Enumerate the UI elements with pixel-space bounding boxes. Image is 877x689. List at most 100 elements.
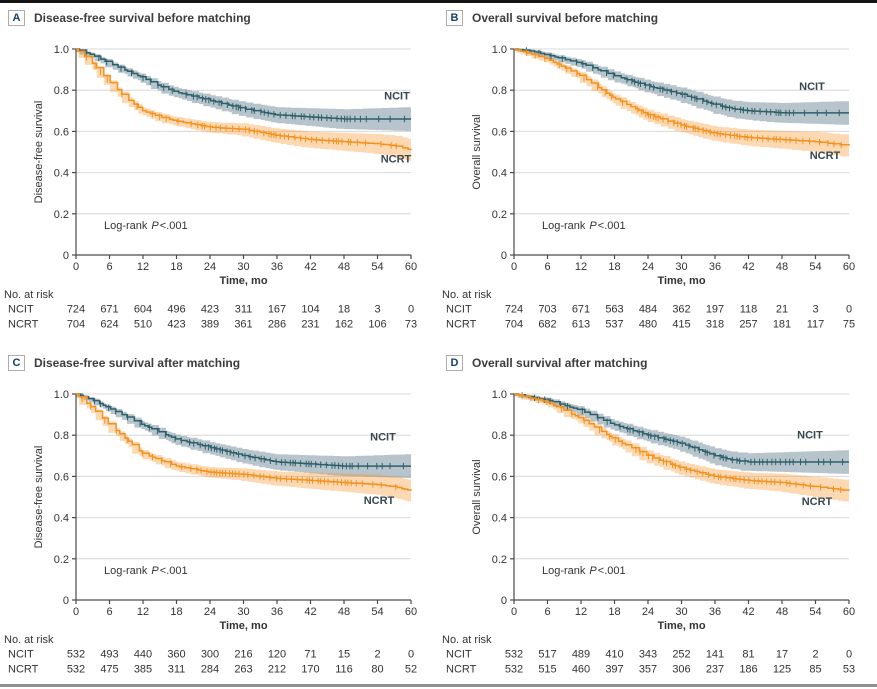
y-tick-label: 0.2 xyxy=(54,554,69,566)
risk-value: 21 xyxy=(776,304,788,316)
risk-row-label: NCRT xyxy=(446,664,477,676)
panel-c: C Disease-free survival after matching 1… xyxy=(0,348,438,684)
risk-table-header: No. at risk xyxy=(4,289,54,301)
risk-value: 532 xyxy=(505,649,523,661)
x-tick-label: 18 xyxy=(170,606,182,618)
x-tick-label: 42 xyxy=(304,606,316,618)
series-label-ncit: NCIT xyxy=(797,429,823,441)
axis-label-y: Disease-free survival xyxy=(33,101,45,204)
logrank-text: Log-rank P<.001 xyxy=(104,220,188,232)
risk-value: 300 xyxy=(201,649,219,661)
risk-value: 563 xyxy=(605,304,623,316)
x-tick-label: 6 xyxy=(106,606,112,618)
risk-row-label: NCRT xyxy=(8,664,39,676)
risk-value: 252 xyxy=(672,649,690,661)
logrank-text: Log-rank P<.001 xyxy=(542,565,626,577)
risk-value: 423 xyxy=(201,304,219,316)
x-tick-label: 24 xyxy=(204,261,216,273)
risk-row-label: NCRT xyxy=(446,319,477,331)
risk-value: 216 xyxy=(234,649,252,661)
risk-value: 117 xyxy=(807,319,825,331)
panel-a: A Disease-free survival before matching … xyxy=(0,3,438,348)
y-tick-label: 0.6 xyxy=(54,126,69,138)
series-label-ncrt: NCRT xyxy=(810,150,841,162)
risk-value: 537 xyxy=(605,319,623,331)
panel-letter-a: A xyxy=(8,10,25,26)
y-tick-label: 0.8 xyxy=(492,430,507,442)
risk-value: 231 xyxy=(301,319,319,331)
risk-value: 703 xyxy=(538,304,556,316)
confidence-band-ncit xyxy=(76,49,411,131)
risk-value: 343 xyxy=(639,649,657,661)
y-tick-label: 0.4 xyxy=(492,513,507,525)
risk-value: 318 xyxy=(706,319,724,331)
panel-b: B Overall survival before matching 1.0 0.… xyxy=(438,3,877,348)
risk-table-header: No. at risk xyxy=(4,634,54,646)
risk-value: 493 xyxy=(100,649,118,661)
risk-value: 125 xyxy=(773,664,791,676)
risk-value: 360 xyxy=(167,649,185,661)
risk-value: 682 xyxy=(538,319,556,331)
x-tick-label: 0 xyxy=(511,606,517,618)
risk-value: 671 xyxy=(100,304,118,316)
axis-label-x: Time, mo xyxy=(657,275,705,287)
confidence-band-ncit xyxy=(76,394,411,478)
km-chart-d: 1.00.80.60.40.200 6 12 18 24 30 36 42 48 54 60NCIT… xyxy=(442,389,855,676)
risk-value: 186 xyxy=(739,664,757,676)
panel-grid: A Disease-free survival before matching … xyxy=(0,3,877,684)
risk-value: 53 xyxy=(843,664,855,676)
risk-value: 212 xyxy=(268,664,286,676)
risk-value: 3 xyxy=(812,304,818,316)
x-tick-label: 60 xyxy=(843,606,855,618)
risk-value: 116 xyxy=(335,664,353,676)
km-chart-a: 1.00.80.60.40.200 6 12 18 24 30 36 42 48 54 60NCIT… xyxy=(4,44,417,331)
panel-title-b: Overall survival before matching xyxy=(472,11,659,25)
x-tick-label: 0 xyxy=(73,261,79,273)
confidence-band-ncrt xyxy=(76,49,411,161)
x-tick-label: 48 xyxy=(776,261,788,273)
panel-a-header: A Disease-free survival before matching xyxy=(8,9,438,27)
risk-value: 118 xyxy=(740,304,758,316)
risk-value: 397 xyxy=(605,664,623,676)
survival-curve-ncrt xyxy=(76,393,412,491)
panel-d: D Overall survival after matching 1.0 0.8… xyxy=(438,348,877,684)
x-tick-label: 12 xyxy=(575,261,587,273)
x-tick-label: 6 xyxy=(544,606,550,618)
confidence-band-ncrt xyxy=(76,394,411,502)
y-tick-label: 0 xyxy=(501,595,507,607)
risk-value: 263 xyxy=(234,664,252,676)
x-tick-label: 6 xyxy=(544,261,550,273)
y-tick-label: 1.0 xyxy=(492,44,507,56)
panel-letter-d: D xyxy=(446,355,463,371)
y-tick-label: 0.4 xyxy=(54,168,69,180)
x-tick-label: 48 xyxy=(338,261,350,273)
x-tick-label: 60 xyxy=(843,261,855,273)
x-tick-label: 30 xyxy=(237,606,249,618)
km-chart-c: 1.00.80.60.40.200 6 12 18 24 30 36 42 48 54 60NCIT… xyxy=(4,389,417,676)
risk-value: 80 xyxy=(371,664,383,676)
bottom-rule xyxy=(0,684,877,687)
risk-value: 237 xyxy=(706,664,724,676)
risk-row-label: NCRT xyxy=(8,319,39,331)
risk-value: 284 xyxy=(201,664,219,676)
x-tick-label: 30 xyxy=(237,261,249,273)
risk-value: 385 xyxy=(134,664,152,676)
axis-label-y: Overall survival xyxy=(471,114,483,189)
risk-value: 532 xyxy=(67,664,85,676)
risk-value: 0 xyxy=(846,649,852,661)
y-tick-label: 0.8 xyxy=(492,85,507,97)
risk-table-header: No. at risk xyxy=(442,289,492,301)
risk-value: 170 xyxy=(301,664,319,676)
x-tick-label: 42 xyxy=(742,261,754,273)
risk-value: 2 xyxy=(812,649,818,661)
censor-marks-ncrt xyxy=(81,396,397,491)
risk-value: 257 xyxy=(739,319,757,331)
risk-value: 532 xyxy=(67,649,85,661)
x-tick-label: 54 xyxy=(371,606,383,618)
axis-label-y: Overall survival xyxy=(471,459,483,534)
y-tick-label: 0.4 xyxy=(492,168,507,180)
x-tick-label: 24 xyxy=(204,606,216,618)
series-label-ncrt: NCRT xyxy=(381,153,412,165)
y-tick-label: 1.0 xyxy=(492,389,507,401)
